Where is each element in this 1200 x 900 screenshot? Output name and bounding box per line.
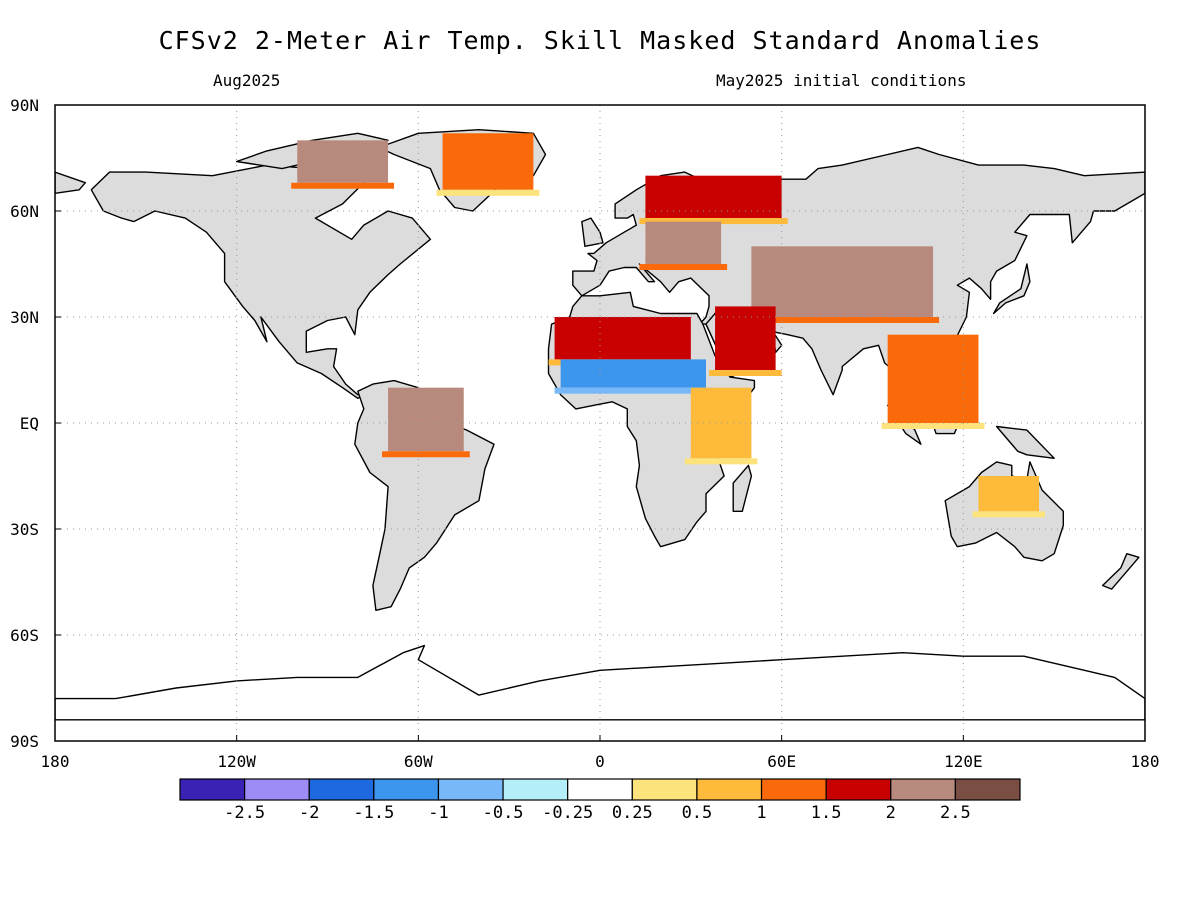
anomaly-cell: [751, 246, 934, 317]
anomaly-cell-edge: [382, 451, 470, 458]
anomaly-cell: [978, 476, 1040, 512]
colorbar-swatch: [437, 778, 504, 801]
land-eurasia-east-wrap: [55, 171, 87, 195]
colorbar-swatch: [373, 778, 440, 801]
colorbar-label: -2.5: [224, 803, 265, 823]
anomaly-cell-edge: [639, 218, 788, 225]
anomaly-cell-edge: [639, 264, 728, 270]
lat-tick-label: 60N: [10, 202, 39, 221]
colorbar-label: -2: [299, 803, 319, 823]
initial-conditions-label: May2025 initial conditions: [716, 71, 967, 90]
latitude-labels: 90N 60N 30N EQ 30S 60S 90S: [10, 96, 61, 751]
lon-tick-label: 60E: [767, 752, 796, 771]
graticule: [55, 105, 1145, 741]
lat-tick-label: 90N: [10, 96, 39, 115]
colorbar-label: 2: [886, 803, 896, 823]
colorbar-swatch: [890, 778, 956, 801]
land-japan: [992, 263, 1031, 315]
anomaly-cell-edge: [881, 423, 985, 429]
lon-tick-label: 180: [1131, 752, 1160, 771]
colorbar-label: 2.5: [940, 803, 971, 823]
lon-tick-label: 0: [595, 752, 605, 771]
anomaly-cell-edge: [684, 458, 758, 465]
longitude-labels: 180 120W 60W 0 60E 120E 180: [41, 735, 1160, 771]
anomaly-cell-edge: [745, 317, 940, 323]
lon-tick-label: 120E: [944, 752, 983, 771]
anomaly-region: [684, 387, 758, 465]
colorbar-label: -0.5: [483, 803, 524, 823]
colorbar-label: 1: [756, 803, 766, 823]
anomaly-region: [639, 221, 728, 270]
colorbar-swatch: [502, 778, 569, 801]
anomaly-region: [548, 317, 697, 366]
colorbar-swatch: [696, 778, 763, 801]
colorbar-swatch: [631, 778, 698, 801]
anomaly-region: [382, 387, 470, 458]
anomaly-cell-edge: [709, 370, 782, 376]
colorbar-label: 0.25: [612, 803, 653, 823]
lon-tick-label: 120W: [217, 752, 256, 771]
land-new-zealand: [1101, 553, 1140, 590]
colorbar-label: 1.5: [811, 803, 842, 823]
lat-tick-label: 30N: [10, 308, 39, 327]
anomaly-region: [972, 476, 1046, 518]
colorbar-swatch: [825, 778, 892, 801]
anomaly-cell: [388, 387, 464, 452]
lat-tick-label: 60S: [10, 626, 39, 645]
anomaly-cell-edge: [554, 387, 712, 394]
land-north-america: [90, 164, 432, 399]
colorbar-label: -1.5: [353, 803, 394, 823]
anomaly-cell-edge: [436, 189, 540, 196]
colorbar-label: -0.25: [542, 803, 593, 823]
target-month-label: Aug2025: [213, 71, 281, 90]
anomaly-cell: [297, 140, 389, 183]
lon-tick-label: 60W: [404, 752, 433, 771]
lat-tick-label: EQ: [20, 414, 39, 433]
anomaly-region: [745, 246, 940, 323]
colorbar-label: 0.5: [682, 803, 713, 823]
anomaly-region: [881, 334, 985, 429]
colorbar-swatch: [308, 778, 375, 801]
anomaly-region: [639, 175, 788, 225]
land-new-guinea: [995, 425, 1055, 459]
colorbar-swatch: [244, 778, 310, 801]
anomaly-cell: [645, 221, 722, 264]
anomaly-region: [291, 140, 395, 189]
land-madagascar: [732, 464, 753, 512]
anomaly-cell-edge: [972, 511, 1046, 518]
anomaly-region: [436, 133, 540, 196]
colorbar-swatch: [954, 778, 1021, 801]
anomaly-cell: [645, 175, 782, 219]
colorbar-swatch: [567, 778, 633, 801]
lat-tick-label: 30S: [10, 520, 39, 539]
anomaly-cell: [560, 359, 706, 388]
colorbar-swatch: [760, 778, 827, 801]
anomaly-cell: [887, 334, 979, 423]
colorbar-label: -1: [428, 803, 448, 823]
colorbar-swatch: [179, 778, 246, 801]
anomaly-regions: [291, 133, 1046, 518]
anomaly-cell: [442, 133, 534, 190]
anomaly-cell: [715, 306, 776, 370]
lon-tick-label: 180: [41, 752, 70, 771]
anomaly-region: [554, 359, 712, 394]
land-antarctica: [55, 644, 1145, 721]
lat-tick-label: 90S: [10, 732, 39, 751]
anomaly-cell-edge: [291, 182, 395, 189]
anomaly-cell: [554, 317, 691, 360]
map-title: CFSv2 2-Meter Air Temp. Skill Masked Sta…: [158, 26, 1042, 55]
colorbar: -2.5 -2 -1.5 -1 -0.5 -0.25 0.25 0.5 1 1.5 2 2.5: [179, 778, 1021, 823]
